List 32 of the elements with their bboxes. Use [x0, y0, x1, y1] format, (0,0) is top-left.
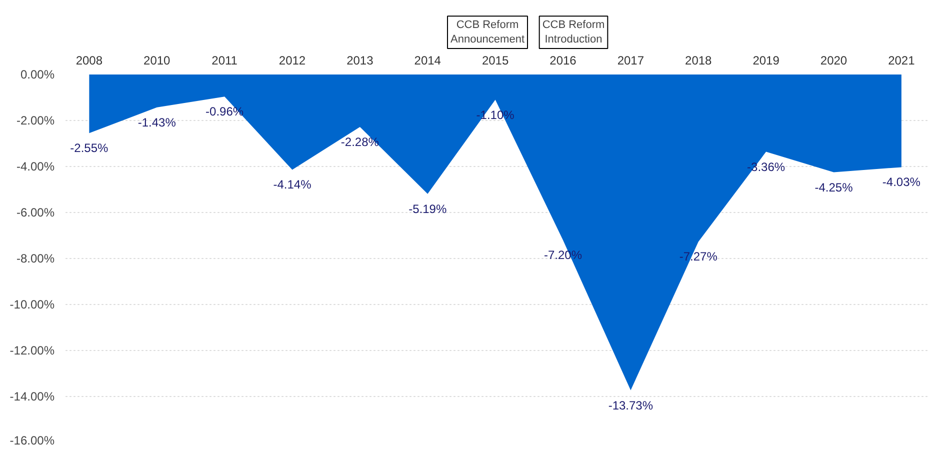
x-tick-label: 2018 — [685, 54, 712, 68]
x-tick-label: 2013 — [346, 54, 374, 68]
y-tick-label: -14.00% — [10, 390, 55, 404]
x-tick-label: 2016 — [550, 54, 577, 68]
x-tick-label: 2015 — [482, 54, 509, 68]
x-tick-label: 2020 — [820, 54, 848, 68]
y-tick-label: -2.00% — [16, 114, 55, 128]
y-tick-label: -16.00% — [10, 434, 55, 448]
y-tick-label: -6.00% — [16, 206, 55, 220]
data-label: -5.19% — [408, 202, 447, 216]
data-label: -13.73% — [608, 398, 654, 412]
x-tick-label: 2021 — [888, 54, 916, 68]
y-tick-label: 0.00% — [20, 68, 55, 82]
x-tick-label: 2010 — [144, 54, 171, 68]
y-tick-label: -12.00% — [10, 344, 55, 358]
y-tick-label: -8.00% — [16, 252, 55, 266]
y-tick-label: -10.00% — [10, 298, 55, 312]
data-label: -4.25% — [814, 180, 854, 194]
data-label: -4.14% — [273, 178, 312, 192]
x-tick-label: 2017 — [617, 54, 644, 68]
text: CCB Reform Announcement — [450, 19, 524, 46]
x-tick-label: 2011 — [212, 54, 238, 68]
data-label: -1.43% — [138, 115, 176, 130]
x-tick-label: 2014 — [414, 54, 442, 68]
data-label: -1.10% — [476, 108, 515, 122]
data-label: -2.55% — [70, 141, 109, 156]
y-tick-label: -4.00% — [16, 160, 55, 174]
x-tick-label: 2008 — [76, 54, 103, 68]
text: CCB Reform Introduction — [542, 19, 605, 46]
data-label: -4.03% — [882, 175, 921, 190]
x-tick-label: 2012 — [278, 54, 306, 68]
x-tick-label: 2019 — [752, 54, 780, 68]
